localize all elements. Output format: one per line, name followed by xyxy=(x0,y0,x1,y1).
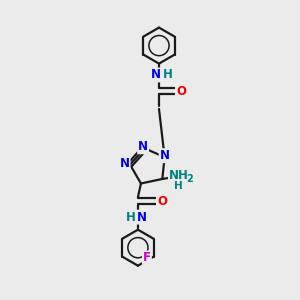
Text: N: N xyxy=(160,149,170,162)
Text: N: N xyxy=(150,68,161,82)
Text: F: F xyxy=(143,251,151,264)
Text: N: N xyxy=(120,157,130,170)
Text: H: H xyxy=(125,211,135,224)
Text: H: H xyxy=(163,68,172,82)
Text: 2: 2 xyxy=(187,174,193,184)
Text: N: N xyxy=(136,211,146,224)
Text: H: H xyxy=(174,182,183,191)
Text: O: O xyxy=(157,195,167,208)
Text: N: N xyxy=(138,140,148,153)
Text: O: O xyxy=(176,85,186,98)
Text: NH: NH xyxy=(169,169,189,182)
